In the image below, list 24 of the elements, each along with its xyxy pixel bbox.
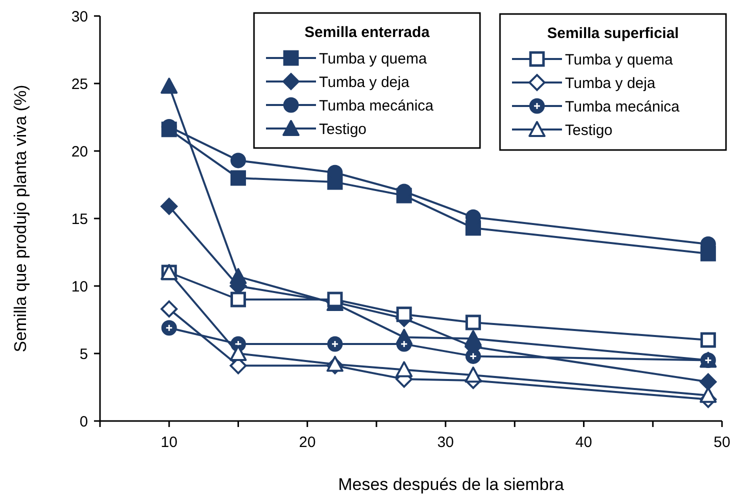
legend-label: Tumba y quema [565, 51, 674, 68]
legend-label: Tumba mecánica [319, 97, 434, 114]
y-tick-label: 0 [80, 413, 88, 430]
legend-label: Testigo [319, 120, 367, 138]
y-tick-label: 30 [71, 8, 88, 26]
annotation: Semilla superficial [547, 25, 679, 42]
y-tick-label: 20 [71, 143, 88, 160]
x-tick-label: 40 [575, 434, 592, 451]
annotation: Semilla enterrada [304, 24, 430, 41]
y-tick-label: 10 [71, 278, 88, 296]
legend-label: Tumba mecánica [565, 98, 680, 116]
y-axis-title: Semilla que produjo planta viva (%) [11, 84, 30, 352]
y-tick-label: 5 [80, 346, 88, 363]
x-axis-title: Meses después de la siembra [338, 475, 564, 494]
legend-label: Tumba y quema [319, 50, 428, 68]
x-tick-label: 30 [437, 434, 454, 451]
legend-label: Testigo [565, 122, 613, 139]
x-tick-label: 10 [160, 434, 178, 451]
y-tick-label: 25 [71, 76, 88, 93]
legend-label: Tumba y deja [565, 74, 656, 92]
x-tick-label: 20 [298, 434, 316, 451]
y-tick-label: 15 [71, 210, 88, 228]
x-tick-label: 50 [714, 434, 730, 451]
legend-label: Tumba y deja [319, 74, 410, 91]
